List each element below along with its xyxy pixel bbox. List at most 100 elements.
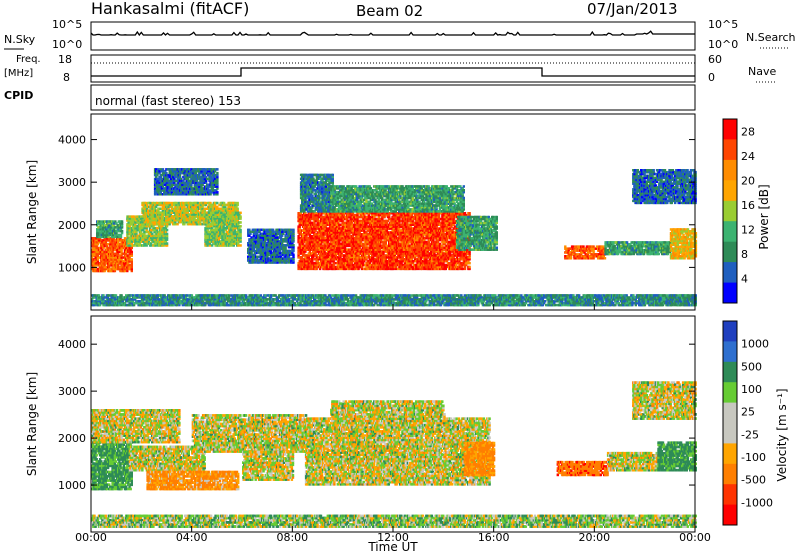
power-cell [149,215,152,218]
power-cell [292,228,295,232]
beam-title: Beam 02 [356,2,423,20]
power-cell [154,222,158,226]
power-cell [145,244,148,247]
power-cell [161,225,164,228]
power-cell [239,221,242,224]
power-cell [165,232,169,236]
power-cell [162,220,166,224]
power-cell [105,239,109,242]
power-cell [271,228,275,232]
power-cell [98,237,102,240]
power-cell [127,262,130,265]
power-cell [137,221,140,224]
power-cell [214,207,218,211]
power-cell [193,217,196,220]
power-cell [154,211,158,214]
power-cell [136,225,139,228]
power-cell [129,248,132,252]
power-cell [115,229,118,233]
power-cell [138,242,142,245]
power-cell [130,267,133,271]
power-cell [109,231,112,235]
power-cell [194,220,197,224]
power-cell [96,258,100,261]
power-cell [150,242,153,245]
power-cell [130,254,133,257]
power-cell [120,258,123,261]
power-cell [139,234,143,238]
power-cell [154,215,158,218]
power-cell [186,215,189,218]
power-cell [119,233,123,237]
power-cell [106,242,110,246]
power-cell [138,219,142,222]
power-cell [113,228,116,231]
power-cell [112,262,115,265]
power-cell [220,211,223,215]
power-cell [103,244,106,248]
power-cell [175,203,178,207]
power-cell [201,207,204,211]
power-cell [120,254,123,257]
power-cell [136,234,139,238]
power-cell [206,177,209,181]
power-blob [153,168,219,196]
power-cell [102,246,105,250]
power-cell [120,220,124,223]
power-cell [120,222,124,225]
power-cell [101,248,104,252]
power-cell [99,231,102,235]
power-cell [129,238,132,241]
power-cell [141,215,144,218]
power-cell [126,223,129,226]
power-cell [177,201,180,205]
power-cell [143,207,146,211]
noise-left-tick-high: 10^5 [52,18,82,31]
power-blob [204,211,242,247]
power-cell [136,215,139,218]
power-cell [165,234,169,238]
power-cell [177,211,180,214]
power-cell [151,232,154,236]
power-cell [162,211,166,214]
power-cell [94,239,97,242]
power-cell [117,252,120,256]
power-cell [139,215,143,218]
power-cell [157,225,161,228]
power-cell [99,222,102,225]
power-cell [134,236,137,240]
power-cell [126,240,129,243]
freq-label-line1: Freq. [16,54,41,65]
power-cell [157,226,161,230]
power-cell [145,226,148,230]
power-cell [143,244,146,247]
power-cell [149,207,152,211]
power-cell [161,168,165,171]
power-cell [157,232,161,236]
power-cell [160,219,163,222]
power-cell [96,229,99,233]
power-cell [139,221,143,224]
power-cell [122,262,126,265]
power-cell [178,220,182,224]
power-cell [126,228,129,232]
power-cell [100,220,103,223]
power-cell [157,236,161,240]
power-cell [167,205,170,209]
noise-left-tick-low: 10^0 [52,38,82,51]
power-cell [94,260,97,263]
power-cell [130,217,134,220]
power-cell [115,231,118,235]
power-cell [216,171,219,175]
power-cell [193,215,196,218]
power-cell [153,207,157,211]
power-cell [102,239,105,242]
power-cell [196,205,200,209]
power-cell [123,260,127,263]
power-cell [130,246,133,250]
power-cell [161,236,164,240]
power-cell [126,225,129,228]
power-cell [137,244,140,247]
power-cell [147,209,150,212]
